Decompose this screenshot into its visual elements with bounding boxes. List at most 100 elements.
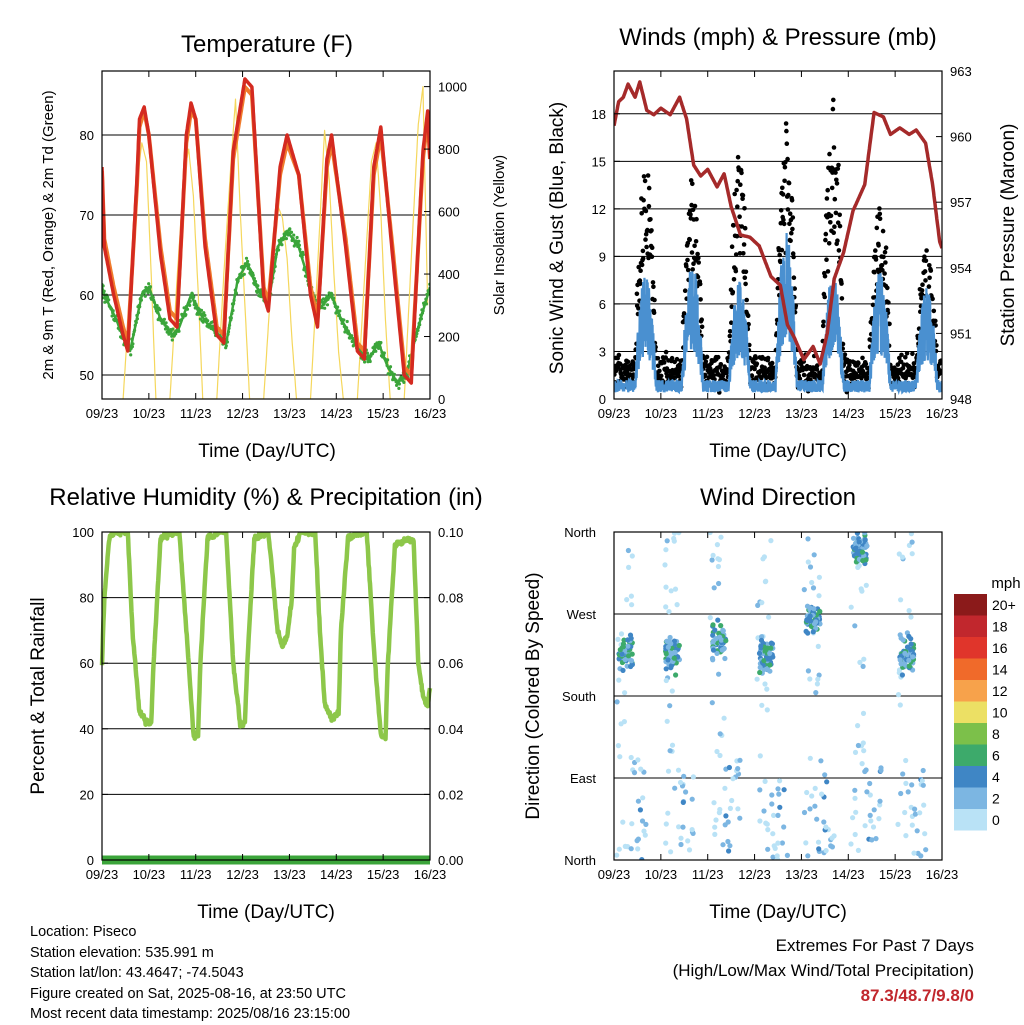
gust-point bbox=[729, 320, 734, 326]
direction-point bbox=[912, 806, 918, 812]
right-y-tick-label: 0.00 bbox=[438, 853, 463, 868]
gust-point bbox=[790, 226, 795, 232]
pressure-y-label: Station Pressure (Maroon) bbox=[998, 124, 1019, 347]
dewpoint-point bbox=[138, 305, 142, 309]
gust-point bbox=[652, 297, 657, 303]
direction-point bbox=[764, 686, 770, 692]
dewpoint-point bbox=[392, 372, 396, 376]
gust-point bbox=[643, 237, 648, 242]
right-y-tick-label: 963 bbox=[950, 64, 972, 79]
gust-point bbox=[685, 257, 690, 263]
dewpoint-point bbox=[110, 314, 114, 318]
direction-point bbox=[807, 605, 813, 611]
direction-point bbox=[821, 819, 827, 825]
dewpoint-point bbox=[131, 342, 135, 346]
humidity-series bbox=[99, 532, 433, 865]
direction-point bbox=[707, 532, 713, 536]
direction-point bbox=[617, 647, 623, 653]
direction-point bbox=[665, 657, 671, 663]
left-y-tick-label: 9 bbox=[599, 249, 606, 264]
direction-point bbox=[903, 833, 909, 839]
gust-point bbox=[870, 302, 876, 308]
gust-point bbox=[789, 230, 794, 236]
dewpoint-point bbox=[188, 299, 192, 303]
gust-point bbox=[651, 284, 656, 290]
dewpoint-point bbox=[135, 313, 139, 318]
direction-point bbox=[717, 731, 723, 737]
dewpoint-point bbox=[388, 365, 393, 369]
direction-point bbox=[906, 657, 912, 663]
gust-point bbox=[741, 251, 746, 256]
gust-point bbox=[822, 294, 827, 300]
gust-point bbox=[919, 288, 925, 293]
gust-point bbox=[835, 238, 840, 243]
direction-point bbox=[664, 538, 670, 544]
right-y-tick-label: 1000 bbox=[438, 80, 467, 95]
direction-point bbox=[776, 791, 782, 797]
direction-point bbox=[908, 532, 914, 537]
gust-point bbox=[787, 221, 792, 227]
direction-point bbox=[807, 613, 813, 619]
direction-point bbox=[628, 754, 634, 761]
direction-point bbox=[919, 778, 925, 784]
direction-point bbox=[805, 668, 812, 674]
dewpoint-point bbox=[136, 311, 141, 315]
direction-point bbox=[629, 553, 635, 559]
dewpoint-point bbox=[346, 329, 350, 333]
gust-point bbox=[791, 275, 797, 281]
gust-point bbox=[783, 121, 789, 126]
direction-point bbox=[642, 832, 648, 838]
direction-point bbox=[673, 672, 679, 678]
dewpoint-point bbox=[417, 325, 421, 329]
dewpoint-point bbox=[193, 299, 197, 303]
direction-point bbox=[622, 690, 628, 696]
gust-point bbox=[823, 237, 828, 243]
direction-point bbox=[625, 643, 631, 649]
direction-point bbox=[689, 827, 695, 833]
direction-point bbox=[683, 789, 689, 795]
x-tick-label: 11/23 bbox=[692, 406, 724, 421]
direction-point bbox=[867, 792, 873, 798]
right-y-tick-label: 957 bbox=[950, 195, 972, 210]
direction-point bbox=[615, 743, 622, 749]
gust-point bbox=[835, 220, 841, 225]
extremes-box: Extremes For Past 7 Days (High/Low/Max W… bbox=[673, 933, 974, 1008]
left-y-tick-label: 60 bbox=[80, 656, 94, 671]
gust-point bbox=[887, 321, 892, 327]
gust-point bbox=[753, 356, 758, 361]
gust-point bbox=[734, 233, 740, 239]
direction-point bbox=[758, 643, 764, 649]
direction-point bbox=[680, 799, 686, 806]
gust-point bbox=[829, 165, 835, 171]
dewpoint-point bbox=[194, 304, 199, 308]
direction-point bbox=[718, 534, 724, 540]
gust-point bbox=[797, 376, 803, 382]
gust-point bbox=[657, 368, 662, 374]
direction-point bbox=[615, 636, 621, 643]
direction-point bbox=[920, 782, 926, 788]
dewpoint-point bbox=[342, 318, 346, 322]
gust-point bbox=[739, 170, 744, 176]
gust-point bbox=[780, 192, 786, 197]
direction-point bbox=[863, 582, 869, 588]
gust-point bbox=[910, 351, 915, 357]
direction-point bbox=[775, 856, 781, 860]
direction-point bbox=[717, 752, 723, 759]
dewpoint-point bbox=[288, 227, 292, 231]
direction-point bbox=[807, 618, 814, 624]
legend-swatch bbox=[954, 787, 987, 809]
gust-point bbox=[938, 370, 942, 375]
direction-point bbox=[770, 831, 776, 837]
dewpoint-point bbox=[280, 243, 284, 247]
direction-point bbox=[754, 676, 760, 682]
wind-line bbox=[614, 232, 942, 396]
gust-point bbox=[661, 360, 667, 365]
direction-point bbox=[718, 637, 725, 643]
direction-point bbox=[725, 838, 731, 845]
direction-point bbox=[762, 778, 768, 785]
direction-point bbox=[765, 827, 771, 833]
direction-point bbox=[828, 843, 834, 849]
direction-point bbox=[667, 748, 673, 754]
direction-point bbox=[775, 786, 781, 792]
gust-point bbox=[833, 170, 838, 175]
